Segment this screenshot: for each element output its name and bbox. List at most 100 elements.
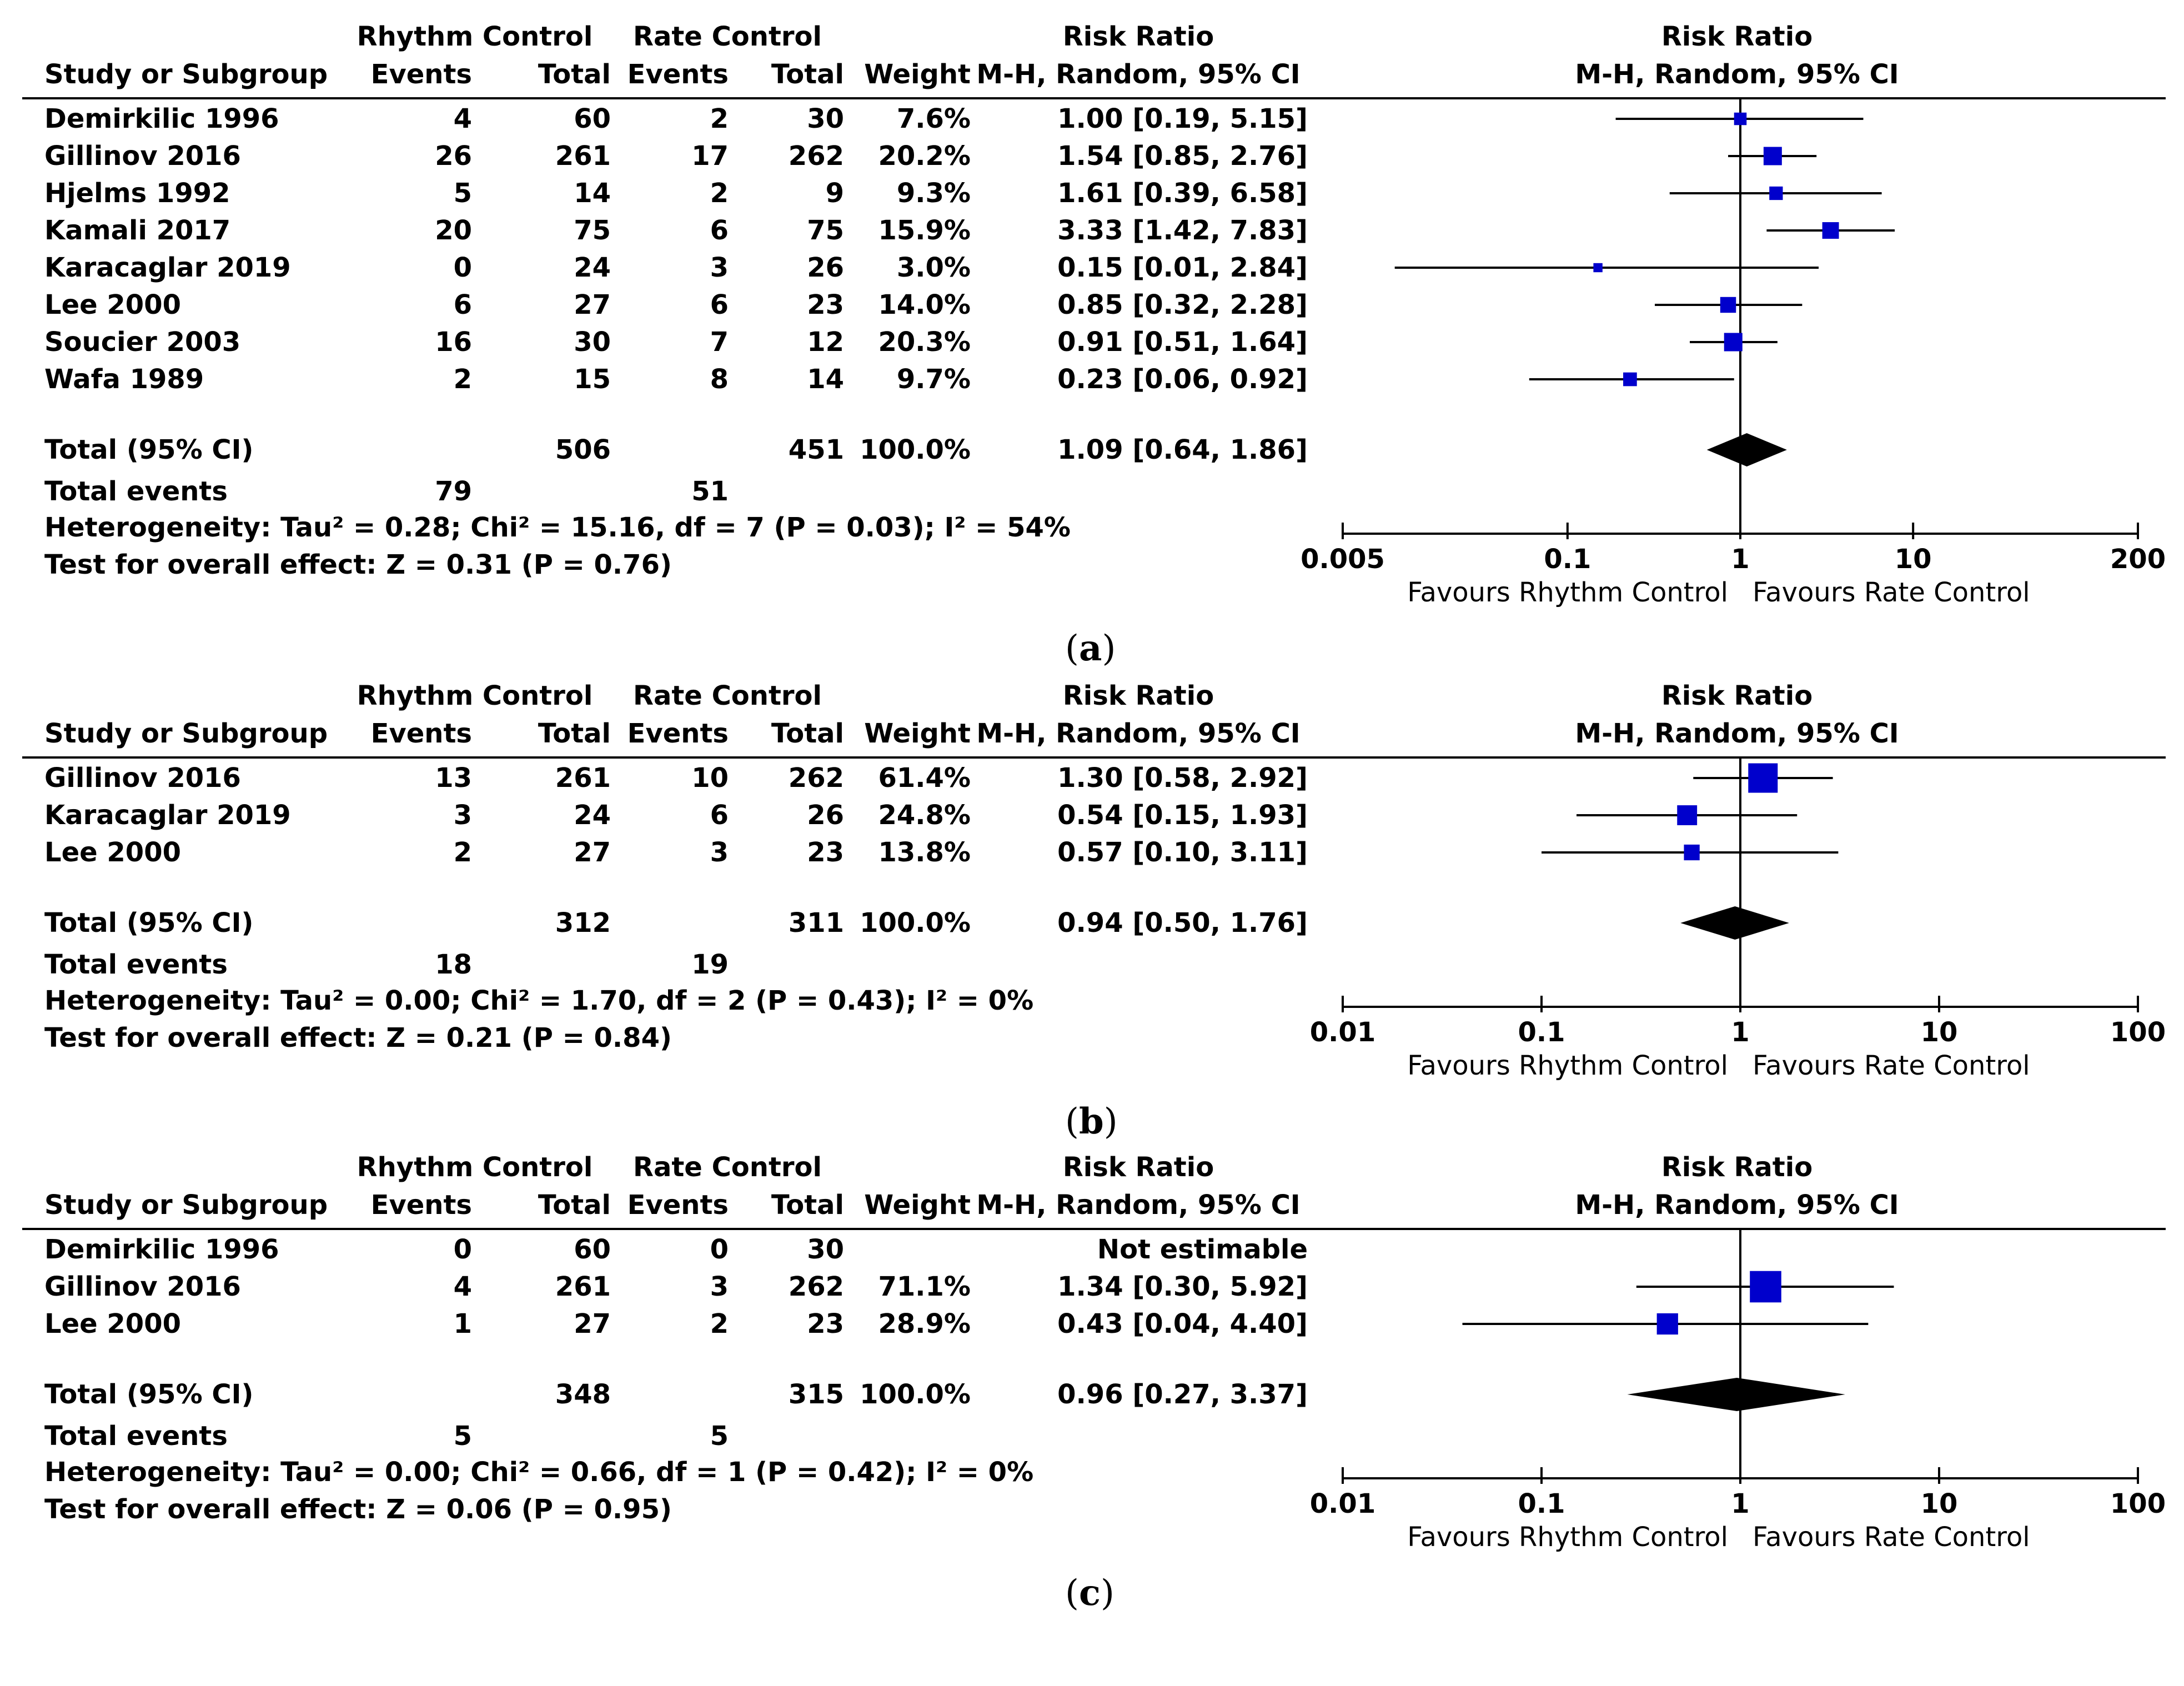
study-marker: [1769, 186, 1783, 200]
panel-caption-letter: b: [1078, 1101, 1104, 1142]
group1-events-cell: 5: [453, 178, 472, 209]
study-name: Lee 2000: [44, 1308, 181, 1339]
rr-ci-cell: 0.91 [0.51, 1.64]: [1057, 327, 1308, 358]
panel-caption-letter: a: [1078, 628, 1102, 669]
total-events-label: Total events: [44, 949, 228, 980]
study-header: Study or Subgroup: [44, 718, 328, 749]
pooled-diamond: [1627, 1378, 1845, 1411]
x-tick-label: 200: [2110, 544, 2166, 575]
group2-total-cell: 262: [788, 1271, 844, 1302]
group1-events-header: Events: [370, 718, 472, 749]
rr-header-title: Risk Ratio: [1062, 1152, 1214, 1183]
group2-total-cell: 14: [807, 364, 844, 395]
study-marker: [1763, 147, 1782, 165]
group1-events-header: Events: [370, 59, 472, 90]
favours-left-label: Favours Rhythm Control: [1407, 577, 1728, 608]
weight-cell: 3.0%: [896, 252, 971, 283]
group2-total-cell: 9: [825, 178, 844, 209]
group1-events-cell: 0: [453, 1234, 472, 1265]
forest-panel-c: Rhythm Control Rate Control Risk Ratio Risk…: [0, 1131, 2184, 1686]
group2-total-cell: 26: [807, 252, 844, 283]
study-name: Lee 2000: [44, 837, 181, 868]
x-tick-label: 0.01: [1310, 1488, 1375, 1519]
group2-events-cell: 3: [710, 837, 729, 868]
rr-ci-cell: 1.54 [0.85, 2.76]: [1057, 140, 1308, 172]
rr-ci-cell: 3.33 [1.42, 7.83]: [1057, 215, 1308, 246]
rr-header-title: Risk Ratio: [1062, 21, 1214, 52]
weight-cell: 14.0%: [878, 289, 971, 320]
study-header: Study or Subgroup: [44, 1190, 328, 1221]
group2-total-header: Total: [771, 59, 844, 90]
group2-events-cell: 6: [710, 800, 729, 831]
weight-cell: 13.8%: [878, 837, 971, 868]
rr-method-header: M-H, Random, 95% CI: [976, 59, 1301, 90]
weight-cell: 9.7%: [896, 364, 971, 395]
group1-total-cell: 27: [574, 837, 611, 868]
rr-ci-cell: 0.57 [0.10, 3.11]: [1057, 837, 1308, 868]
study-marker: [1734, 112, 1747, 126]
x-tick-label: 1: [1731, 544, 1749, 575]
favours-left-label: Favours Rhythm Control: [1407, 1050, 1728, 1081]
favours-right-label: Favours Rate Control: [1753, 1522, 2030, 1553]
study-marker: [1724, 333, 1743, 352]
group1-total-header: Total: [538, 718, 611, 749]
study-marker: [1684, 844, 1700, 861]
weight-cell: 71.1%: [878, 1271, 971, 1302]
forest-plot-svg: 0.005 0.1 1 10 200 Favours Rhythm Control Favo…: [1301, 97, 2166, 608]
weight-cell: 7.6%: [896, 103, 971, 134]
x-tick-label: 10: [1895, 544, 1932, 575]
x-tick-label: 10: [1921, 1017, 1958, 1048]
total-weight: 100.0%: [860, 907, 971, 939]
overall-effect-text: Test for overall effect: Z = 0.06 (P = 0…: [44, 1494, 672, 1525]
group2-total-cell: 262: [788, 140, 844, 172]
group2-total-cell: 30: [807, 103, 844, 134]
group1-events-cell: 0: [453, 252, 472, 283]
study-marker: [1750, 1271, 1781, 1303]
rr-ci-cell: 1.00 [0.19, 5.15]: [1057, 103, 1308, 134]
group2-total-cell: 75: [807, 215, 844, 246]
rr-ci-cell: 0.15 [0.01, 2.84]: [1057, 252, 1308, 283]
rr-ci-cell: 1.34 [0.30, 5.92]: [1057, 1271, 1308, 1302]
study-name: Gillinov 2016: [44, 1271, 241, 1302]
study-name: Gillinov 2016: [44, 140, 241, 172]
total-events-group1: 5: [453, 1421, 472, 1452]
total-events-label: Total events: [44, 1421, 228, 1452]
rr-plot-header-title: Risk Ratio: [1661, 21, 1813, 52]
group1-events-cell: 4: [453, 103, 472, 134]
study-name: Demirkilic 1996: [44, 103, 279, 134]
group2-total-cell: 23: [807, 1308, 844, 1339]
group2-total-cell: 262: [788, 762, 844, 794]
group2-events-cell: 0: [710, 1234, 729, 1265]
group1-total-cell: 15: [574, 364, 611, 395]
group1-events-cell: 2: [453, 364, 472, 395]
group2-header: Rate Control: [633, 21, 822, 52]
group2-events-cell: 17: [691, 140, 729, 172]
study-name: Kamali 2017: [44, 215, 231, 246]
group1-total-header: Total: [538, 59, 611, 90]
rr-method-header: M-H, Random, 95% CI: [976, 1190, 1301, 1221]
group1-total-cell: 27: [574, 1308, 611, 1339]
weight-cell: 61.4%: [878, 762, 971, 794]
group2-events-cell: 10: [691, 762, 729, 794]
pooled-diamond: [1706, 433, 1787, 466]
group1-events-cell: 13: [435, 762, 472, 794]
x-tick-label: 0.1: [1518, 1017, 1565, 1048]
group1-events-cell: 4: [453, 1271, 472, 1302]
total-rr-ci: 0.96 [0.27, 3.37]: [1057, 1379, 1308, 1410]
study-name: Soucier 2003: [44, 327, 241, 358]
study-name: Karacaglar 2019: [44, 252, 291, 283]
total-events-group1: 79: [435, 476, 472, 507]
panel-caption: (a): [1065, 628, 1116, 669]
rr-plot-header-title: Risk Ratio: [1661, 680, 1813, 711]
study-marker: [1593, 263, 1603, 273]
weight-header: Weight: [864, 1190, 971, 1221]
total-events-group2: 5: [710, 1421, 729, 1452]
group1-total-cell: 60: [574, 103, 611, 134]
total-weight: 100.0%: [860, 1379, 971, 1410]
favours-left-label: Favours Rhythm Control: [1407, 1522, 1728, 1553]
group2-events-cell: 2: [710, 178, 729, 209]
total-group2-total: 315: [788, 1379, 844, 1410]
forest-plot-svg: 0.01 0.1 1 10 100 Favours Rhythm Control Favou…: [1310, 1228, 2166, 1553]
favours-right-label: Favours Rate Control: [1753, 1050, 2030, 1081]
group2-total-cell: 23: [807, 289, 844, 320]
